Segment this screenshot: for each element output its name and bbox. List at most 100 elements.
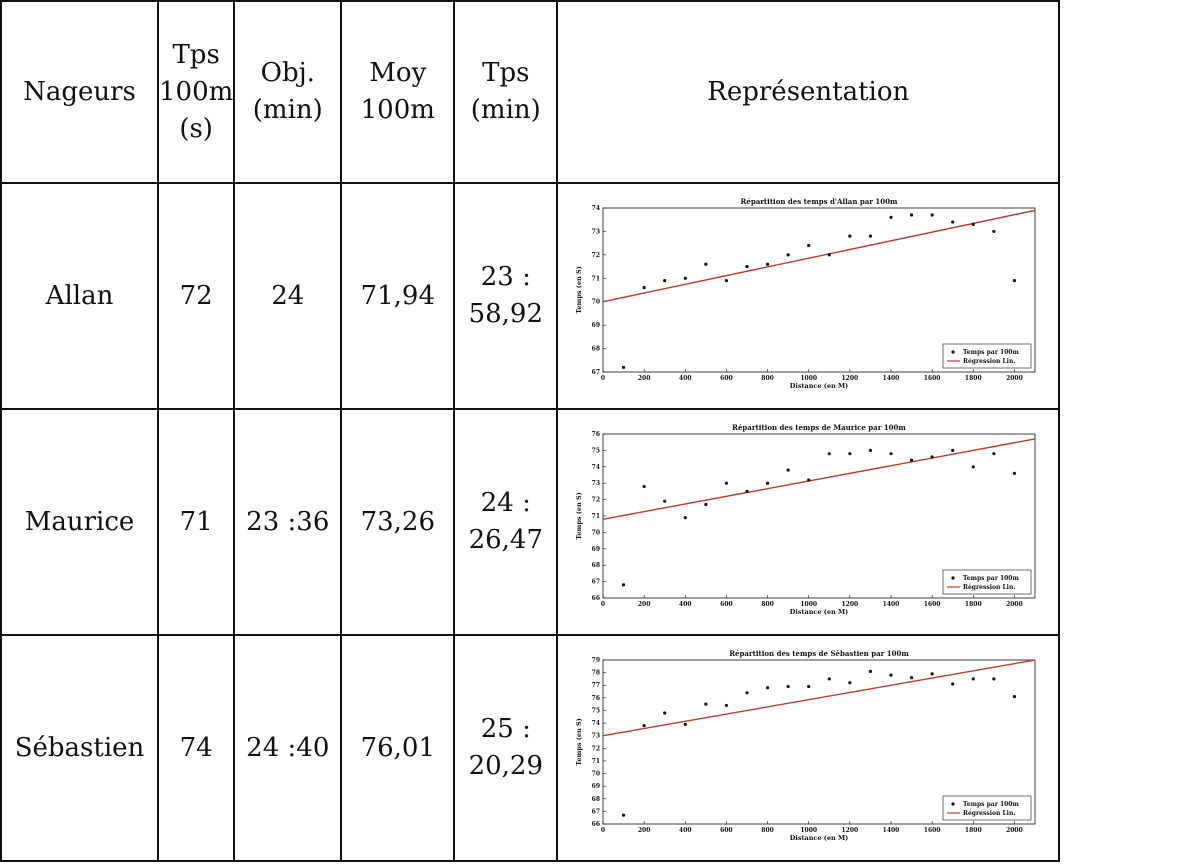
legend-marker — [951, 802, 955, 806]
y-tick-label: 71 — [592, 758, 600, 765]
table-row: Maurice 71 23 :36 73,26 24 : 26,47 Répar… — [0, 408, 1061, 636]
cell-representation: Répartition des temps de Sébastien par 1… — [556, 634, 1061, 862]
legend-label: Régression Lin. — [963, 584, 1015, 591]
data-point — [766, 262, 770, 266]
cell-moy: 73,26 — [340, 408, 456, 636]
data-point — [910, 676, 914, 680]
data-point — [992, 452, 996, 456]
y-tick-label: 70 — [592, 529, 600, 536]
y-tick-label: 70 — [592, 771, 600, 778]
data-point — [1013, 694, 1017, 699]
y-tick-label: 74 — [592, 720, 600, 727]
y-tick-label: 69 — [592, 322, 600, 329]
x-tick-label: 2000 — [1006, 827, 1023, 834]
cell-tps-min: 24 : 26,47 — [453, 408, 559, 636]
data-point — [622, 583, 626, 587]
header-tps-100m: Tps 100m (s) — [156, 0, 236, 184]
header-moy-100m: Moy 100m — [340, 0, 456, 184]
x-axis-label: Distance (en M) — [790, 834, 849, 842]
data-point — [869, 234, 873, 238]
data-point — [848, 681, 852, 685]
header-tps-min: Tps (min) — [453, 0, 559, 184]
cell-representation: Répartition des temps de Maurice par 100… — [556, 408, 1061, 636]
data-point — [1013, 471, 1017, 475]
y-tick-label: 76 — [592, 431, 600, 438]
cell-tps-min: 23 : 58,92 — [453, 182, 559, 410]
x-tick-label: 400 — [679, 375, 692, 382]
y-tick-label: 70 — [592, 299, 600, 306]
data-point — [889, 673, 893, 677]
chart-title: Répartition des temps de Maurice par 100… — [732, 423, 906, 432]
regression-line — [603, 438, 1036, 520]
y-tick-label: 67 — [592, 808, 600, 815]
header-line: (min) — [252, 95, 323, 125]
x-tick-label: 600 — [720, 601, 733, 608]
tps-min-line: 26,47 — [468, 525, 543, 555]
x-tick-label: 1000 — [801, 375, 818, 382]
legend-marker — [951, 350, 955, 354]
header-line: Obj. — [260, 58, 315, 88]
y-tick-label: 67 — [592, 579, 600, 586]
data-point — [827, 452, 832, 456]
header-line: (min) — [470, 95, 541, 125]
data-point — [807, 684, 811, 689]
plot-frame — [602, 659, 1036, 825]
data-point — [622, 365, 626, 369]
swimmers-table: Nageurs Tps 100m (s) Obj. (min) Moy 100m… — [0, 0, 1061, 862]
data-point — [827, 677, 832, 681]
y-tick-label: 66 — [592, 595, 600, 602]
data-point — [642, 724, 647, 728]
y-tick-label: 68 — [592, 562, 600, 569]
cell-nageur: Sébastien — [0, 634, 159, 862]
tps-min-line: 25 : — [480, 714, 531, 744]
x-tick-label: 1000 — [801, 827, 818, 834]
x-tick-label: 200 — [638, 375, 651, 382]
cell-tps-100m: 72 — [156, 182, 236, 410]
data-point — [642, 286, 647, 290]
y-tick-label: 71 — [592, 513, 600, 520]
x-tick-label: 800 — [762, 827, 775, 834]
x-tick-label: 600 — [720, 827, 733, 834]
y-tick-label: 71 — [592, 275, 600, 282]
data-point — [930, 672, 935, 676]
x-tick-label: 1200 — [842, 601, 859, 608]
cell-moy: 76,01 — [340, 634, 456, 862]
header-line: Tps — [172, 39, 220, 70]
tps-min-line: 24 : — [480, 488, 531, 518]
x-tick-label: 1600 — [924, 827, 941, 834]
x-tick-label: 1800 — [965, 827, 982, 834]
y-tick-label: 68 — [592, 796, 600, 803]
x-tick-label: 800 — [762, 601, 775, 608]
data-point — [807, 243, 811, 248]
data-point — [704, 502, 708, 507]
data-point — [848, 234, 852, 238]
x-tick-label: 2000 — [1006, 601, 1023, 608]
y-tick-label: 74 — [592, 464, 600, 471]
data-point — [827, 253, 832, 257]
x-tick-label: 0 — [601, 601, 605, 608]
x-tick-label: 1400 — [883, 375, 900, 382]
cell-moy: 71,94 — [340, 182, 456, 410]
y-tick-label: 69 — [592, 546, 600, 553]
x-tick-label: 1400 — [883, 601, 900, 608]
x-axis-label: Distance (en M) — [790, 382, 849, 390]
header-line: 100m — [360, 95, 435, 125]
header-row: Nageurs Tps 100m (s) Obj. (min) Moy 100m… — [0, 0, 1061, 184]
x-tick-label: 1200 — [842, 827, 859, 834]
header-line: Moy — [369, 58, 427, 88]
y-tick-label: 75 — [592, 707, 600, 714]
data-point — [663, 711, 667, 715]
data-point — [725, 481, 729, 485]
legend-label: Temps par 100m — [963, 575, 1019, 582]
regression-line — [603, 209, 1036, 303]
cell-obj: 24 — [233, 182, 343, 410]
data-point — [786, 684, 791, 689]
x-tick-label: 600 — [720, 375, 733, 382]
x-axis-label: Distance (en M) — [790, 608, 849, 616]
scatter-chart: Répartition des temps de Sébastien par 1… — [575, 649, 1036, 842]
data-point — [683, 276, 688, 280]
y-axis-label: Temps (en S) — [575, 718, 583, 766]
data-point — [971, 222, 976, 226]
x-tick-label: 1400 — [883, 827, 900, 834]
y-tick-label: 75 — [592, 447, 600, 454]
